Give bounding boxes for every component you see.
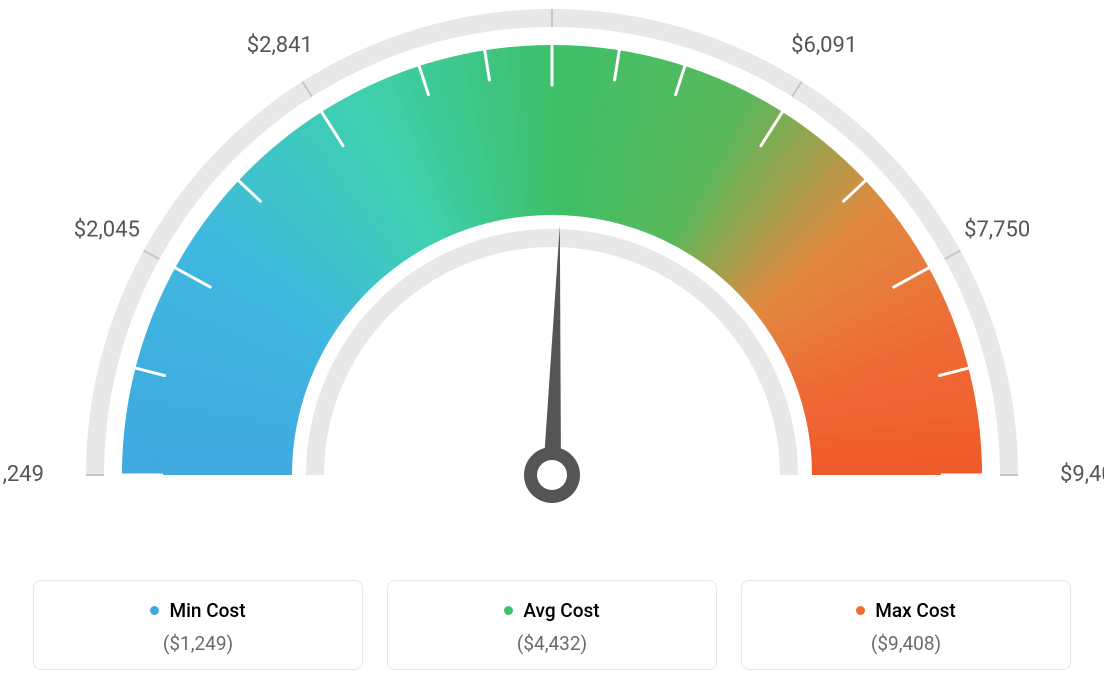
dot-icon (150, 606, 159, 615)
legend-title-min: Min Cost (150, 599, 245, 622)
dot-icon (504, 606, 513, 615)
legend-title-avg: Avg Cost (504, 599, 599, 622)
legend-value: ($4,432) (398, 632, 706, 655)
gauge-svg: $1,249$2,045$2,841$4,432$6,091$7,750$9,4… (0, 0, 1104, 560)
legend-row: Min Cost ($1,249) Avg Cost ($4,432) Max … (0, 580, 1104, 670)
legend-label: Avg Cost (523, 599, 599, 622)
gauge-scale-label: $7,750 (964, 217, 1030, 242)
dot-icon (856, 606, 865, 615)
gauge-scale-label: $6,091 (791, 33, 857, 58)
cost-gauge-infographic: $1,249$2,045$2,841$4,432$6,091$7,750$9,4… (0, 0, 1104, 690)
gauge-scale-label: $2,045 (74, 217, 140, 242)
legend-label: Max Cost (875, 599, 955, 622)
gauge-area: $1,249$2,045$2,841$4,432$6,091$7,750$9,4… (0, 0, 1104, 560)
legend-label: Min Cost (169, 599, 245, 622)
legend-card-avg: Avg Cost ($4,432) (387, 580, 717, 670)
gauge-scale-label: $1,249 (0, 462, 44, 487)
legend-title-max: Max Cost (856, 599, 955, 622)
legend-value: ($9,408) (752, 632, 1060, 655)
gauge-scale-label: $9,408 (1060, 462, 1104, 487)
legend-value: ($1,249) (44, 632, 352, 655)
gauge-scale-label: $2,841 (247, 33, 313, 58)
legend-card-max: Max Cost ($9,408) (741, 580, 1071, 670)
legend-card-min: Min Cost ($1,249) (33, 580, 363, 670)
